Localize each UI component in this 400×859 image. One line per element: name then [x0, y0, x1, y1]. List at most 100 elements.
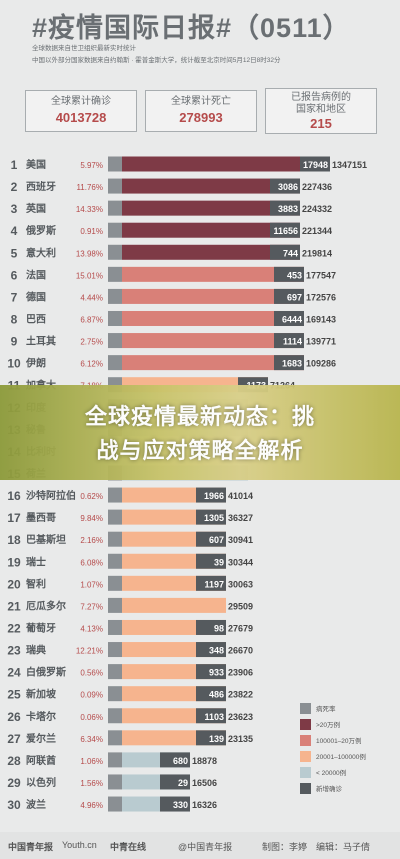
cases-bar	[122, 597, 226, 613]
country-label: 伊朗	[25, 357, 46, 370]
new-cases-block	[160, 752, 190, 768]
country-label: 西班牙	[26, 180, 56, 193]
country-label: 墨西哥	[26, 512, 56, 524]
card-deaths-label: 全球累计死亡	[171, 96, 231, 107]
country-label: 爱尔兰	[26, 732, 56, 745]
new-cases-block	[196, 708, 226, 724]
total-cases-label: 29509	[228, 601, 253, 611]
death-rate-block	[108, 288, 122, 304]
new-cases-label: 6444	[282, 314, 302, 324]
country-label: 厄瓜多尔	[26, 599, 66, 612]
death-rate-block	[108, 686, 122, 702]
new-cases-label: 98	[214, 623, 224, 633]
total-cases-label: 36327	[228, 513, 253, 523]
death-rate-block	[108, 487, 122, 503]
rank-label: 24	[7, 666, 21, 680]
new-cases-block	[196, 553, 226, 569]
new-cases-block	[196, 730, 226, 746]
rank-label: 18	[7, 533, 21, 547]
death-rate-label: 1.56%	[80, 779, 103, 788]
death-rate-label: 14.33%	[76, 205, 103, 214]
death-rate-block	[108, 597, 122, 613]
death-rate-block	[108, 708, 122, 724]
country-label: 葡萄牙	[25, 621, 56, 634]
new-cases-block	[270, 222, 300, 238]
rank-label: 20	[7, 577, 21, 591]
new-cases-label: 17948	[303, 160, 328, 170]
new-cases-block	[274, 266, 304, 282]
new-cases-block	[274, 310, 304, 326]
rank-label: 5	[11, 246, 18, 260]
new-cases-block	[196, 664, 226, 680]
rank-label: 1	[11, 158, 18, 172]
new-cases-block	[270, 244, 300, 260]
footer: 中国青年报 Youth.cn 中青在线 @中国青年报 制图：李婷 编辑：马子倩	[0, 832, 400, 859]
total-cases-label: 177547	[306, 270, 336, 280]
total-cases-label: 26670	[228, 646, 253, 656]
source-line-2: 中国以外部分国家数据来自约翰斯 · 霍普金斯大学，统计截至北京时间5月12日8时…	[32, 57, 281, 64]
death-rate-block	[108, 333, 122, 349]
total-cases-label: 18878	[192, 756, 217, 766]
country-label: 沙特阿拉伯	[26, 489, 76, 502]
new-cases-label: 744	[283, 248, 298, 258]
legend-item: >20万例	[300, 716, 380, 732]
total-cases-label: 16326	[192, 800, 217, 810]
total-cases-label: 172576	[306, 292, 336, 302]
new-cases-block	[270, 200, 300, 216]
logo-cyd: 中国青年报	[8, 842, 54, 852]
cases-bar	[122, 156, 330, 172]
country-label: 波兰	[26, 798, 46, 811]
death-rate-label: 2.16%	[80, 536, 103, 545]
death-rate-label: 4.13%	[80, 624, 103, 633]
country-label: 白俄罗斯	[26, 666, 66, 679]
card-confirmed: 全球累计确诊 4013728	[25, 90, 137, 132]
rank-label: 7	[11, 290, 18, 304]
page-title: #疫情国际日报#（0511）	[32, 13, 351, 43]
country-label: 阿联酋	[26, 754, 56, 767]
death-rate-label: 9.84%	[80, 514, 103, 523]
cases-bar	[122, 266, 304, 282]
rank-label: 16	[7, 489, 21, 503]
rank-label: 29	[7, 776, 21, 790]
card-countries: 已报告病例的 国家和地区 215	[265, 88, 377, 134]
new-cases-block	[196, 509, 226, 525]
death-rate-block	[108, 752, 122, 768]
death-rate-block	[108, 575, 122, 591]
banner-line-1: 全球疫情最新动态：挑	[84, 404, 315, 429]
legend-item: 20001–100000例	[300, 748, 380, 764]
country-label: 法国	[26, 268, 46, 281]
country-label: 瑞典	[26, 644, 46, 657]
death-rate-block	[108, 774, 122, 790]
death-rate-label: 6.87%	[80, 315, 103, 324]
death-rate-label: 1.06%	[80, 757, 103, 766]
new-cases-block	[270, 178, 300, 194]
rank-label: 3	[11, 202, 18, 216]
new-cases-label: 933	[209, 668, 224, 678]
death-rate-block	[108, 156, 122, 172]
new-cases-label: 330	[173, 800, 188, 810]
total-cases-label: 41014	[228, 491, 253, 501]
death-rate-block	[108, 355, 122, 371]
total-cases-label: 227436	[302, 182, 332, 192]
death-rate-block	[108, 178, 122, 194]
country-label: 德国	[25, 290, 46, 303]
card-deaths-value: 278993	[179, 110, 223, 125]
new-cases-block	[196, 487, 226, 503]
death-rate-block	[108, 266, 122, 282]
death-rate-block	[108, 642, 122, 658]
card-deaths: 全球累计死亡 278993	[145, 90, 257, 132]
death-rate-block	[108, 796, 122, 812]
death-rate-label: 6.12%	[80, 360, 103, 369]
country-label: 瑞士	[26, 555, 46, 568]
new-cases-label: 697	[287, 292, 302, 302]
new-cases-label: 680	[173, 756, 188, 766]
legend-label: 100001–20万例	[316, 738, 362, 745]
death-rate-label: 0.62%	[80, 492, 103, 501]
legend-item: 100001–20万例	[300, 732, 380, 748]
total-cases-label: 16506	[192, 778, 217, 788]
death-rate-block	[108, 244, 122, 260]
total-cases-label: 23135	[228, 734, 253, 744]
legend-item: 病死率	[300, 700, 380, 716]
card-countries-value: 215	[310, 116, 332, 131]
cases-bar	[122, 178, 300, 194]
